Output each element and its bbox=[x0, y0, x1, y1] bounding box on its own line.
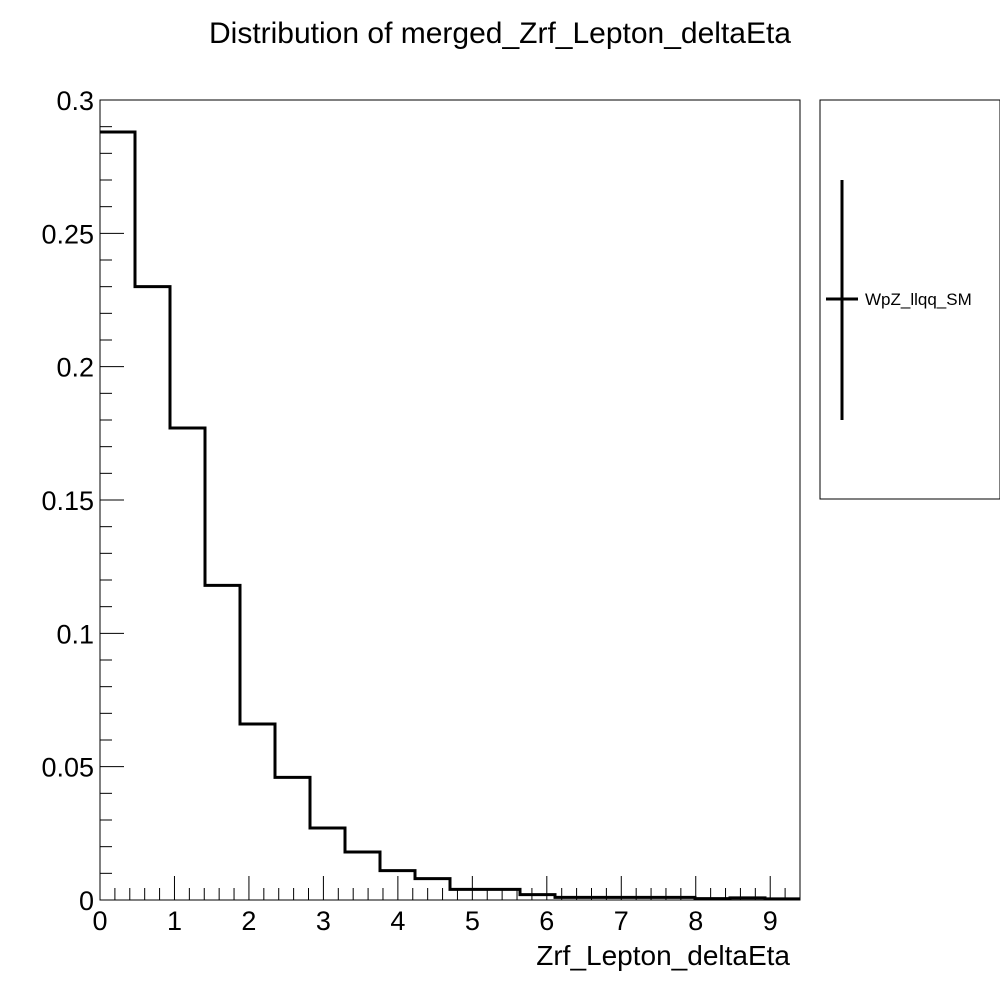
x-tick-label: 6 bbox=[539, 906, 554, 936]
x-axis: 0 1 2 3 4 5 6 7 8 9 bbox=[92, 876, 801, 936]
x-tick-label: 8 bbox=[688, 906, 703, 936]
x-tick-label: 9 bbox=[763, 906, 778, 936]
chart-title: Distribution of merged_Zrf_Lepton_deltaE… bbox=[209, 17, 791, 50]
y-tick-label: 0.3 bbox=[56, 86, 94, 116]
histogram-step-line bbox=[100, 130, 800, 901]
y-tick-label: 0 bbox=[79, 886, 94, 916]
x-tick-label: 5 bbox=[465, 906, 480, 936]
x-tick-label: 0 bbox=[92, 906, 107, 936]
x-tick-label: 3 bbox=[316, 906, 331, 936]
y-tick-label: 0.2 bbox=[56, 353, 94, 383]
x-tick-label: 4 bbox=[390, 906, 405, 936]
y-tick-label: 0.1 bbox=[56, 619, 94, 649]
x-axis-label: Zrf_Lepton_deltaEta bbox=[536, 940, 790, 971]
series-layer bbox=[100, 130, 800, 901]
legend: WpZ_llqq_SM bbox=[819, 99, 1000, 500]
y-tick-label: 0.05 bbox=[41, 753, 94, 783]
y-tick-label: 0.25 bbox=[41, 219, 94, 249]
x-tick-label: 2 bbox=[241, 906, 256, 936]
y-tick-label: 0.15 bbox=[41, 486, 94, 516]
y-axis: 0 0.05 0.1 0.15 0.2 0.25 0.3 bbox=[41, 86, 124, 916]
x-tick-label: 7 bbox=[614, 906, 629, 936]
x-tick-label: 1 bbox=[167, 906, 182, 936]
legend-entry-label: WpZ_llqq_SM bbox=[865, 290, 972, 309]
